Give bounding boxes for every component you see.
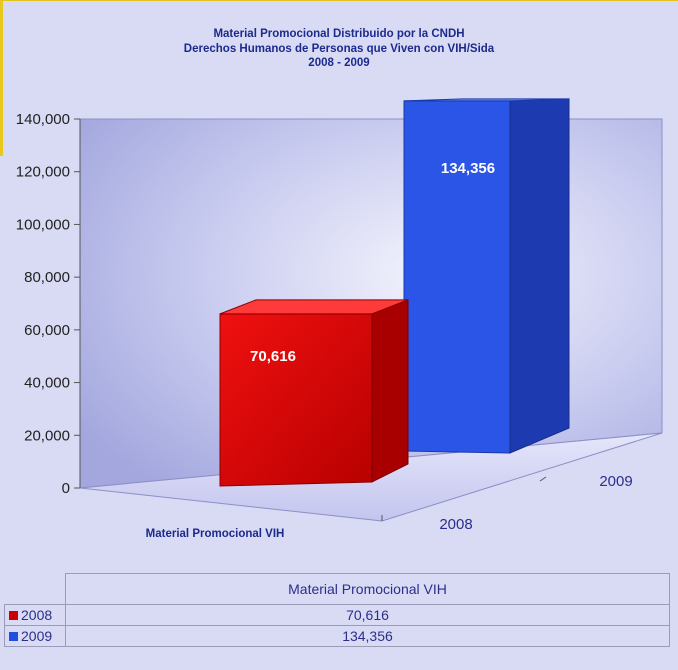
depth-axis-label-2009: 2009 <box>599 473 632 490</box>
table-series-key: 2008 <box>4 604 66 626</box>
table-header-cell: Material Promocional VIH <box>65 573 670 605</box>
data-label-2008: 70,616 <box>250 348 296 365</box>
y-tick-label: 60,000 <box>24 322 70 339</box>
legend-swatch-2008 <box>9 611 18 620</box>
bar-side-face <box>371 299 409 483</box>
y-tick-label: 140,000 <box>16 111 70 128</box>
y-tick-label: 120,000 <box>16 164 70 181</box>
table-header-row: Material Promocional VIH <box>4 573 670 605</box>
table-value-cell: 134,356 <box>65 625 670 647</box>
bar-top-face <box>403 98 570 102</box>
table-row: 2009 134,356 <box>4 625 670 647</box>
bar-2009 <box>403 98 570 454</box>
y-tick-label: 100,000 <box>16 216 70 233</box>
bar-top-face <box>219 299 409 315</box>
x-category-label: Material Promocional VIH <box>146 528 285 540</box>
table-corner-cell <box>4 573 66 605</box>
bar-front-face <box>509 98 570 454</box>
title-line-2: Derechos Humanos de Personas que Viven c… <box>183 42 495 55</box>
bar-side-face <box>403 100 511 454</box>
legend-swatch-2009 <box>9 632 18 641</box>
table-row: 2008 70,616 <box>4 604 670 626</box>
title-line-1: Material Promocional Distribuido por la … <box>213 28 465 40</box>
y-tick-label: 20,000 <box>24 427 70 444</box>
table-series-name: 2008 <box>21 607 53 623</box>
table-series-key: 2009 <box>4 625 66 647</box>
table-value-cell: 70,616 <box>65 604 670 626</box>
table-series-name: 2009 <box>21 628 53 644</box>
chart-title: Material Promocional Distribuido por la … <box>0 27 678 71</box>
y-tick-label: 0 <box>62 480 70 497</box>
chart-plot: 0 20,000 40,000 60,000 80,000 100,000 120,000 1… <box>16 98 663 540</box>
depth-axis-label-2008: 2008 <box>439 516 472 533</box>
y-tick-label: 80,000 <box>24 269 70 286</box>
y-tick-label: 40,000 <box>24 375 70 392</box>
floor-tick-mark <box>539 476 547 482</box>
left-accent-bar <box>0 1 3 156</box>
data-label-2009: 134,356 <box>441 160 495 177</box>
data-table: Material Promocional VIH 2008 70,616 200… <box>4 573 670 647</box>
bar-front-face <box>219 313 373 487</box>
title-line-3: 2008 - 2009 <box>308 57 370 69</box>
bar-2008 <box>219 299 409 487</box>
